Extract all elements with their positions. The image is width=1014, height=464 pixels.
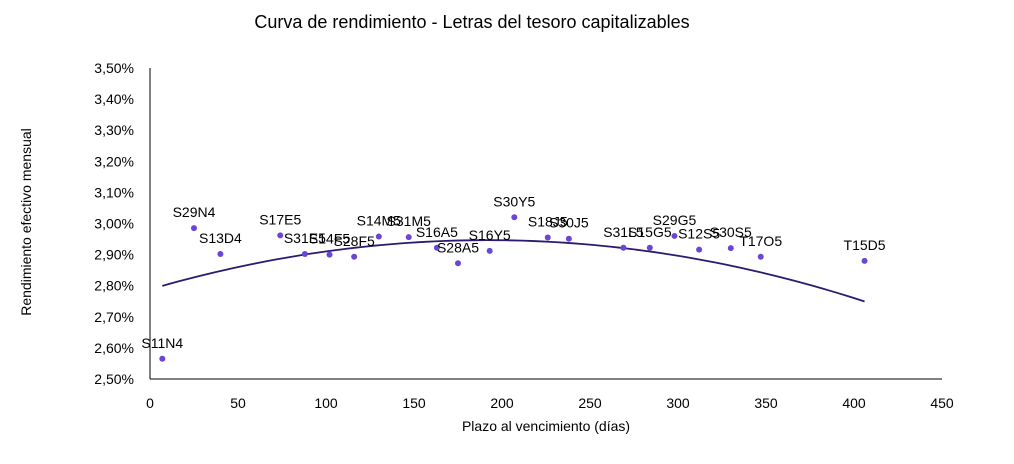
y-tick-label: 2,80% xyxy=(94,278,134,294)
data-label: S13D4 xyxy=(199,230,242,246)
x-tick-label: 450 xyxy=(930,395,954,411)
x-tick-label: 50 xyxy=(230,395,246,411)
y-axis-title: Rendimiento efectivo mensual xyxy=(18,128,34,316)
data-label: S11N4 xyxy=(141,335,183,351)
data-point xyxy=(727,245,734,252)
y-tick-label: 3,30% xyxy=(94,122,134,138)
data-label: S31L5 xyxy=(603,224,644,240)
data-label: S31E5 xyxy=(284,230,326,246)
trendline-group xyxy=(162,239,865,303)
data-label: S28F5 xyxy=(334,233,375,249)
data-label: S30J5 xyxy=(549,215,589,231)
data-label: S30S5 xyxy=(710,224,752,240)
data-point xyxy=(565,235,572,242)
y-tick-label: 3,50% xyxy=(94,60,134,76)
y-tick-label: 2,50% xyxy=(94,371,134,387)
data-label: S18J5 xyxy=(528,213,568,229)
data-label: T17O5 xyxy=(739,233,782,249)
data-point xyxy=(511,214,518,221)
x-tick-label: 250 xyxy=(578,395,602,411)
data-label: S31M5 xyxy=(387,213,432,229)
data-point xyxy=(301,250,308,257)
data-point xyxy=(351,253,358,260)
data-point xyxy=(375,233,382,240)
x-axis-title: Plazo al vencimiento (días) xyxy=(462,418,630,434)
y-tick-label: 3,20% xyxy=(94,153,134,169)
y-tick-label: 2,70% xyxy=(94,309,134,325)
data-label: S29N4 xyxy=(173,204,216,220)
data-point xyxy=(277,232,284,239)
x-tick-label: 400 xyxy=(842,395,866,411)
x-tick-label: 300 xyxy=(666,395,690,411)
data-label: S28A5 xyxy=(437,239,479,255)
data-label: S12S5 xyxy=(678,226,720,242)
x-tick-label: 100 xyxy=(314,395,338,411)
data-points xyxy=(159,214,868,362)
y-tick-label: 2,90% xyxy=(94,247,134,263)
trendline xyxy=(162,239,865,303)
chart-title: Curva de rendimiento - Letras del tesoro… xyxy=(254,12,689,32)
data-label: S16A5 xyxy=(416,224,458,240)
y-tick-label: 3,00% xyxy=(94,216,134,232)
data-point xyxy=(486,247,493,254)
data-point xyxy=(326,251,333,258)
x-tick-label: 350 xyxy=(754,395,778,411)
data-label: S30Y5 xyxy=(493,193,535,209)
data-point xyxy=(191,225,197,232)
data-point xyxy=(217,250,224,257)
data-label: S29G5 xyxy=(653,212,697,228)
x-tick-label: 200 xyxy=(490,395,514,411)
data-point xyxy=(757,253,764,260)
data-point xyxy=(455,260,461,267)
data-point xyxy=(646,244,653,251)
data-label: S15G5 xyxy=(628,224,672,240)
y-tick-label: 3,40% xyxy=(94,91,134,107)
data-label: S14F5 xyxy=(309,231,350,247)
x-axis: 0 50 100 150 200 250 300 350 400 450 xyxy=(146,378,954,411)
y-tick-label: 3,10% xyxy=(94,184,134,200)
data-point xyxy=(433,244,440,251)
data-point xyxy=(544,234,551,241)
data-label: T15D5 xyxy=(844,237,886,253)
y-axis: 2,50% 2,60% 2,70% 2,80% 2,90% 3,00% 3,10% 3,20%… xyxy=(94,60,151,387)
x-tick-label: 0 xyxy=(146,395,154,411)
data-point xyxy=(861,257,868,264)
data-label: S16Y5 xyxy=(469,227,511,243)
y-tick-label: 2,60% xyxy=(94,340,134,356)
data-label: S17E5 xyxy=(259,211,301,227)
data-point xyxy=(671,232,678,239)
x-tick-label: 150 xyxy=(402,395,426,411)
data-point xyxy=(696,246,703,253)
data-point xyxy=(620,244,627,251)
data-point xyxy=(405,234,412,241)
data-point xyxy=(159,355,166,362)
data-label: S14M5 xyxy=(357,213,402,229)
